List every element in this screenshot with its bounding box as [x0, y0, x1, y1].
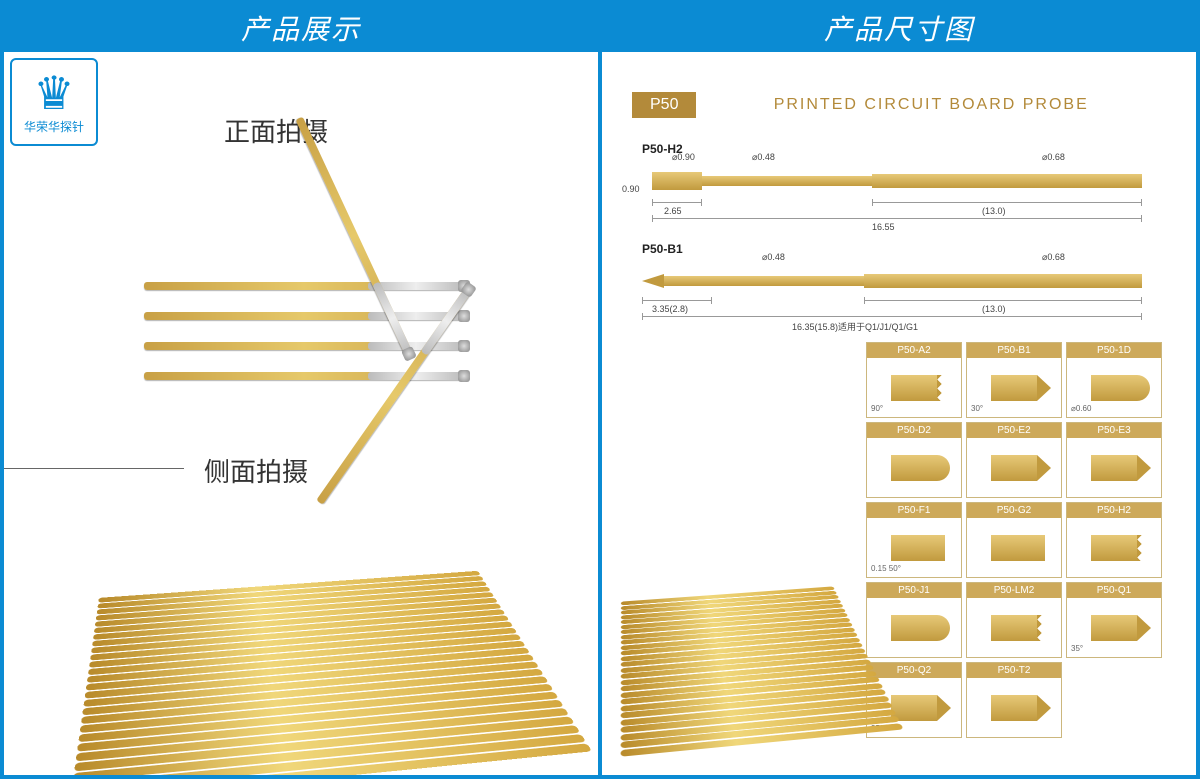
tip-label: P50-Q2	[867, 663, 961, 678]
side-pins-illustration-right	[621, 586, 891, 727]
tip-label: P50-LM2	[967, 583, 1061, 598]
probe-pin	[144, 372, 464, 380]
tip-cell-p50-b1: P50-B1 30°	[966, 342, 1062, 418]
diagram-p50-h2: P50-H2 ⌀0.90 ⌀0.48 ⌀0.68 0.90 2.65 (13.0…	[642, 142, 1156, 202]
probe-pin	[144, 312, 464, 320]
front-pins-illustration	[104, 242, 504, 422]
left-header: 产品展示	[4, 4, 598, 52]
tip-cell-p50-j1: P50-J1	[866, 582, 962, 658]
tip-cell-p50-lm2: P50-LM2	[966, 582, 1062, 658]
tip-angle: 90°	[871, 404, 883, 413]
probe-pin	[144, 342, 464, 350]
tip-label: P50-F1	[867, 503, 961, 518]
tip-shape-icon	[891, 375, 937, 401]
tip-label: P50-J1	[867, 583, 961, 598]
tip-angle: 35°	[1071, 644, 1083, 653]
tip-label: P50-1D	[1067, 343, 1161, 358]
tip-label: P50-D2	[867, 423, 961, 438]
probe-pin	[144, 282, 464, 290]
diagram-p50-b1: P50-B1 ⌀0.48 ⌀0.68 3.35(2.8) (13.0) 16.3…	[642, 242, 1156, 302]
side-photo-caption: 侧面拍摄	[204, 452, 308, 489]
tip-shape-icon	[1091, 455, 1137, 481]
tip-label: P50-E2	[967, 423, 1061, 438]
tip-cell-p50-1d: P50-1D ⌀0.60	[1066, 342, 1162, 418]
model-badge: P50	[632, 92, 696, 118]
brand-name: 华荣华探针	[24, 118, 84, 135]
spec-title: PRINTED CIRCUIT BOARD PROBE	[696, 96, 1166, 114]
h2-label: P50-H2	[642, 142, 1156, 156]
tip-shape-icon	[1091, 375, 1137, 401]
tip-angle: 0.15 50°	[871, 564, 901, 573]
tip-cell-p50-h2: P50-H2	[1066, 502, 1162, 578]
tip-shape-icon	[991, 455, 1037, 481]
tip-label: P50-B1	[967, 343, 1061, 358]
tip-type-grid: P50-A2 90° P50-B1 30° P50-1D ⌀0.60 P50-D2 P50-E…	[866, 342, 1166, 738]
tip-shape-icon	[891, 695, 937, 721]
tip-label: P50-G2	[967, 503, 1061, 518]
tip-shape-icon	[891, 615, 937, 641]
tip-shape-icon	[991, 695, 1037, 721]
tip-shape-icon	[891, 455, 937, 481]
product-display-panel: 产品展示 ♛ 华荣华探针 正面拍摄 侧面拍摄	[4, 4, 602, 775]
tip-shape-icon	[1091, 535, 1137, 561]
tip-cell-p50-e3: P50-E3	[1066, 422, 1162, 498]
tip-angle: ⌀0.60	[1071, 404, 1091, 413]
tip-label: P50-H2	[1067, 503, 1161, 518]
tip-cell-p50-e2: P50-E2	[966, 422, 1062, 498]
right-header: 产品尺寸图	[602, 4, 1196, 52]
tip-cell-p50-d2: P50-D2	[866, 422, 962, 498]
tip-label: P50-E3	[1067, 423, 1161, 438]
tip-shape-icon	[891, 535, 937, 561]
tip-cell-p50-a2: P50-A2 90°	[866, 342, 962, 418]
tip-cell-p50-g2: P50-G2	[966, 502, 1062, 578]
product-dimensions-panel: 产品尺寸图 P50 PRINTED CIRCUIT BOARD PROBE P5…	[602, 4, 1196, 775]
b1-label: P50-B1	[642, 242, 1156, 256]
tip-label: P50-A2	[867, 343, 961, 358]
tip-shape-icon	[991, 535, 1037, 561]
side-pins-illustration	[77, 571, 564, 752]
tip-shape-icon	[991, 615, 1037, 641]
crown-icon: ♛	[33, 70, 74, 116]
tip-angle: 30°	[971, 404, 983, 413]
tip-label: P50-T2	[967, 663, 1061, 678]
tip-cell-p50-q1: P50-Q1 35°	[1066, 582, 1162, 658]
tip-shape-icon	[1091, 615, 1137, 641]
tip-cell-p50-t2: P50-T2	[966, 662, 1062, 738]
tip-cell-p50-f1: P50-F1 0.15 50°	[866, 502, 962, 578]
brand-logo: ♛ 华荣华探针	[10, 58, 98, 146]
tip-shape-icon	[991, 375, 1037, 401]
tip-label: P50-Q1	[1067, 583, 1161, 598]
